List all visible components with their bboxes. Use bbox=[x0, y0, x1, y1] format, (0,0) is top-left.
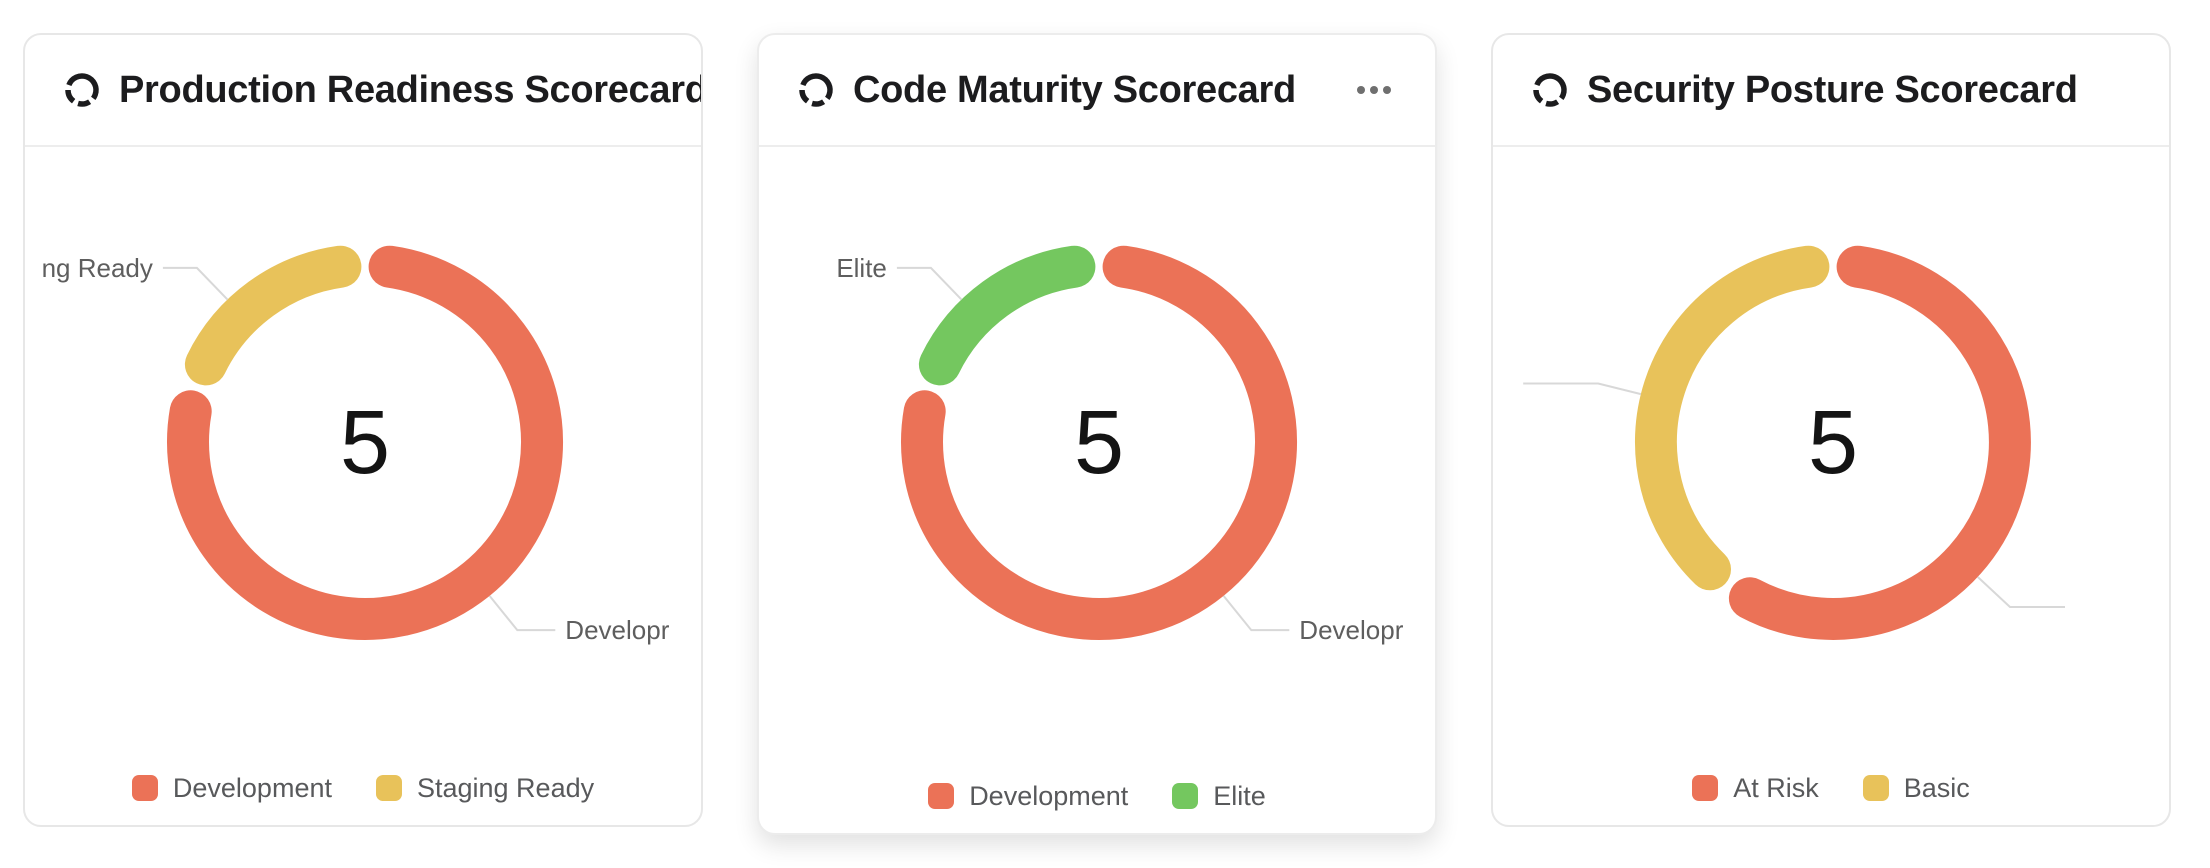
callout-label: Developr bbox=[565, 615, 669, 645]
donut-slice-development[interactable] bbox=[901, 245, 1298, 640]
card-title: Security Posture Scorecard bbox=[1587, 68, 2078, 111]
callout-leader-line bbox=[1222, 595, 1290, 632]
donut-slice-at-risk[interactable] bbox=[1728, 245, 2031, 640]
card-title: Code Maturity Scorecard bbox=[853, 68, 1296, 111]
card-code-maturity: Code Maturity Scorecard Elite Developr 5 D… bbox=[757, 33, 1437, 835]
donut-chart-canvas: ng Ready Developr 5 bbox=[42, 245, 670, 645]
donut-chart-icon bbox=[1533, 73, 1567, 107]
legend-label: Development bbox=[172, 772, 332, 803]
scorecards-row: Production Readiness Scorecard ng Ready D… bbox=[23, 33, 2171, 835]
legend-label: Development bbox=[969, 780, 1129, 811]
callout-leader-line bbox=[896, 266, 963, 301]
legend-swatch bbox=[1172, 783, 1199, 809]
legend-label: At Risk bbox=[1733, 772, 1819, 803]
donut-chart[interactable]: 5 bbox=[1493, 147, 2169, 825]
card-production-readiness: Production Readiness Scorecard ng Ready D… bbox=[23, 33, 703, 827]
ellipsis-icon bbox=[1370, 86, 1378, 94]
callout-leader-line bbox=[162, 266, 229, 301]
legend-item-elite[interactable]: Elite bbox=[1172, 781, 1266, 812]
legend-swatch bbox=[131, 775, 158, 801]
callout-leader-line bbox=[1523, 382, 1642, 396]
card-header: Code Maturity Scorecard bbox=[759, 35, 1435, 147]
ellipsis-menu-button[interactable] bbox=[1351, 80, 1397, 100]
card-title: Production Readiness Scorecard bbox=[119, 68, 703, 111]
donut-slice-staging-ready[interactable] bbox=[184, 245, 362, 386]
callout-label: Elite bbox=[836, 253, 887, 283]
legend-item-development[interactable]: Development bbox=[131, 772, 332, 804]
donut-chart-canvas: Elite Developr 5 bbox=[836, 245, 1404, 645]
donut-chart[interactable]: Elite Developr 5 bbox=[759, 147, 1435, 833]
callout-leader-line bbox=[488, 595, 556, 632]
callout-leader-line bbox=[1977, 576, 2065, 608]
legend-swatch bbox=[1692, 775, 1719, 801]
chart-legend: Development Staging Ready bbox=[25, 771, 701, 805]
donut-center-value: 5 bbox=[1074, 393, 1124, 493]
legend-label: Staging Ready bbox=[416, 772, 595, 803]
legend-swatch bbox=[375, 775, 402, 801]
legend-label: Elite bbox=[1213, 780, 1266, 811]
legend-item-at-risk[interactable]: At Risk bbox=[1692, 773, 1819, 804]
card-header: Production Readiness Scorecard bbox=[25, 35, 701, 147]
donut-slice-elite[interactable] bbox=[918, 245, 1096, 386]
legend-item-basic[interactable]: Basic bbox=[1862, 772, 1970, 804]
donut-slice-basic[interactable] bbox=[1634, 245, 1830, 591]
chart-legend: Development Elite bbox=[759, 779, 1435, 813]
donut-center-value: 5 bbox=[340, 393, 390, 493]
legend-item-staging-ready[interactable]: Staging Ready bbox=[375, 772, 595, 804]
donut-chart-canvas: 5 bbox=[1523, 245, 2065, 640]
callout-label: ng Ready bbox=[42, 253, 153, 283]
ellipsis-icon bbox=[1357, 86, 1365, 94]
legend-swatch bbox=[1862, 775, 1889, 801]
legend-swatch bbox=[928, 783, 955, 809]
legend-label: Basic bbox=[1903, 772, 1970, 803]
chart-legend: At Risk Basic bbox=[1493, 771, 2169, 805]
card-security-posture: Security Posture Scorecard 5 At Risk Basi… bbox=[1491, 33, 2171, 827]
donut-chart[interactable]: ng Ready Developr 5 bbox=[25, 147, 701, 825]
donut-chart-icon bbox=[65, 73, 99, 107]
legend-item-development[interactable]: Development bbox=[928, 781, 1128, 812]
donut-chart-icon bbox=[799, 73, 833, 107]
donut-center-value: 5 bbox=[1808, 393, 1858, 493]
callout-label: Developr bbox=[1299, 615, 1403, 645]
ellipsis-icon bbox=[1383, 86, 1391, 94]
donut-slice-development[interactable] bbox=[167, 245, 564, 640]
card-header: Security Posture Scorecard bbox=[1493, 35, 2169, 147]
